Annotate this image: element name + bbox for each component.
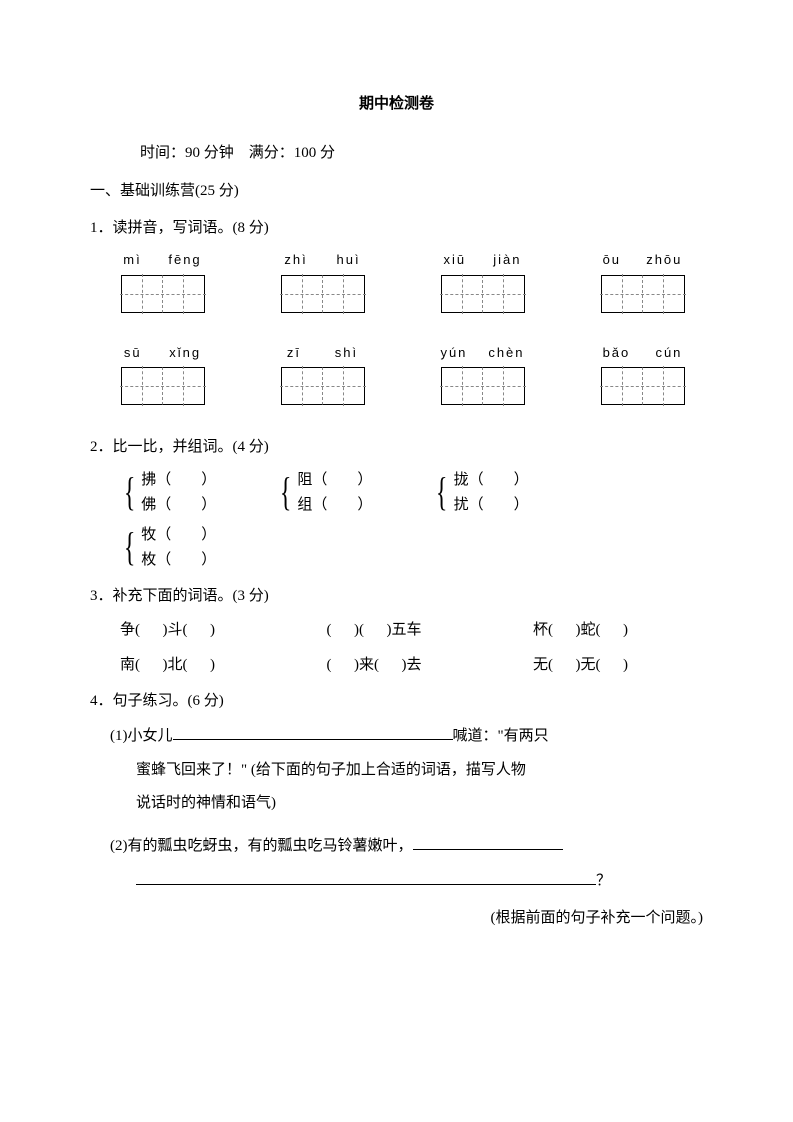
- question-2: 2．比一比，并组词。(4 分) { 拂（ ） 佛（ ） { 阻（ ） 组（ ）: [90, 433, 703, 574]
- brace-icon: {: [124, 523, 136, 574]
- q2-pair-a[interactable]: 阻（ ）: [297, 468, 372, 494]
- question-4: 4．句子练习。(6 分) (1)小女儿 喊道："有两只 蜜蜂飞回来了！" (给下面…: [90, 687, 703, 932]
- pinyin-cell: zhì huì: [270, 248, 375, 313]
- pinyin-cell: xiū jiàn: [430, 248, 535, 313]
- q2-pair-a[interactable]: 牧（ ）: [141, 523, 216, 549]
- idiom-blank[interactable]: 杯( )蛇( ): [533, 616, 703, 645]
- q4-sub-2: (2)有的瓢虫吃蚜虫，有的瓢虫吃马铃薯嫩叶， ？ (根据前面的句子补充一个问题。…: [110, 832, 703, 932]
- pinyin-label: zhì huì: [270, 248, 375, 273]
- tianzi-grid[interactable]: [601, 275, 685, 313]
- tianzi-grid[interactable]: [281, 275, 365, 313]
- q3-heading: 3．补充下面的词语。(3 分): [90, 582, 703, 611]
- pinyin-label: bǎo cún: [590, 341, 695, 366]
- idiom-blank[interactable]: ( )来( )去: [327, 651, 497, 680]
- question-mark: ？: [596, 873, 611, 889]
- idiom-blank[interactable]: 争( )斗( ): [120, 616, 290, 645]
- fill-blank[interactable]: [413, 835, 563, 850]
- brace-icon: {: [124, 468, 136, 519]
- pinyin-cell: yún chèn: [430, 341, 535, 406]
- full-score-value: 100 分: [294, 145, 335, 161]
- q2-pair-b[interactable]: 扰（ ）: [454, 493, 529, 519]
- idiom-blank[interactable]: 无( )无( ): [533, 651, 703, 680]
- pinyin-label: sū xǐng: [110, 341, 215, 366]
- q4s2-text: (2)有的瓢虫吃蚜虫，有的瓢虫吃马铃薯嫩叶，: [110, 838, 413, 854]
- q2-pair-a[interactable]: 拢（ ）: [454, 468, 529, 494]
- q4s1-prefix: (1)小女儿: [110, 728, 173, 744]
- q2-group: { 阻（ ） 组（ ）: [276, 468, 372, 519]
- tianzi-grid[interactable]: [441, 275, 525, 313]
- question-1: 1．读拼音，写词语。(8 分) mì fēng zhì huì xiū: [90, 214, 703, 406]
- time-label: 时间：: [140, 145, 185, 161]
- q1-pinyin-area: mì fēng zhì huì xiū jiàn: [90, 248, 703, 405]
- fill-blank[interactable]: [136, 870, 596, 885]
- q2-pair-b[interactable]: 组（ ）: [297, 493, 372, 519]
- tianzi-grid[interactable]: [441, 367, 525, 405]
- q2-pair-b[interactable]: 佛（ ）: [141, 493, 216, 519]
- q2-row-1: { 拂（ ） 佛（ ） { 阻（ ） 组（ ） { 拢（: [120, 468, 703, 519]
- pinyin-label: xiū jiàn: [430, 248, 535, 273]
- tianzi-grid[interactable]: [601, 367, 685, 405]
- q2-group: { 拂（ ） 佛（ ）: [120, 468, 216, 519]
- tianzi-grid[interactable]: [121, 367, 205, 405]
- q2-row-2: { 牧（ ） 枚（ ）: [120, 523, 703, 574]
- pinyin-label: mì fēng: [110, 248, 215, 273]
- q4s1-line2: 蜜蜂飞回来了！" (给下面的句子加上合适的词语，描写人物: [110, 754, 703, 787]
- pinyin-label: ōu zhōu: [590, 248, 695, 273]
- q3-row-2: 南( )北( ) ( )来( )去 无( )无( ): [120, 651, 703, 680]
- q3-row-1: 争( )斗( ) ( )( )五车 杯( )蛇( ): [120, 616, 703, 645]
- pinyin-label: yún chèn: [430, 341, 535, 366]
- q1-row-2: sū xǐng zī shì yún chèn: [110, 341, 703, 406]
- q2-heading: 2．比一比，并组词。(4 分): [90, 433, 703, 462]
- q4s1-line3: 说话时的神情和语气): [110, 787, 703, 820]
- q2-group: { 拢（ ） 扰（ ）: [432, 468, 528, 519]
- q4-heading: 4．句子练习。(6 分): [90, 687, 703, 716]
- exam-title: 期中检测卷: [90, 90, 703, 119]
- pinyin-label: zī shì: [270, 341, 375, 366]
- q2-group: { 牧（ ） 枚（ ）: [120, 523, 216, 574]
- q2-pair-a[interactable]: 拂（ ）: [141, 468, 216, 494]
- pinyin-cell: mì fēng: [110, 248, 215, 313]
- q4s2-note: (根据前面的句子补充一个问题。): [110, 904, 703, 933]
- fill-blank[interactable]: [173, 725, 453, 740]
- q2-pair-b[interactable]: 枚（ ）: [141, 548, 216, 574]
- idiom-blank[interactable]: ( )( )五车: [327, 616, 497, 645]
- time-value: 90 分钟: [185, 145, 234, 161]
- q1-row-1: mì fēng zhì huì xiū jiàn: [110, 248, 703, 313]
- question-3: 3．补充下面的词语。(3 分) 争( )斗( ) ( )( )五车 杯( )蛇(…: [90, 582, 703, 680]
- section-1-heading: 一、基础训练营(25 分): [90, 177, 703, 206]
- exam-meta: 时间：90 分钟 满分：100 分: [90, 139, 703, 168]
- tianzi-grid[interactable]: [121, 275, 205, 313]
- pinyin-cell: zī shì: [270, 341, 375, 406]
- pinyin-cell: ōu zhōu: [590, 248, 695, 313]
- q4-sub-1: (1)小女儿 喊道："有两只 蜜蜂飞回来了！" (给下面的句子加上合适的词语，描写…: [110, 722, 703, 821]
- tianzi-grid[interactable]: [281, 367, 365, 405]
- full-score-label: 满分：: [249, 145, 294, 161]
- pinyin-cell: sū xǐng: [110, 341, 215, 406]
- idiom-blank[interactable]: 南( )北( ): [120, 651, 290, 680]
- q4s1-after: 喊道："有两只: [453, 728, 549, 744]
- brace-icon: {: [436, 468, 448, 519]
- pinyin-cell: bǎo cún: [590, 341, 695, 406]
- brace-icon: {: [280, 468, 292, 519]
- q1-heading: 1．读拼音，写词语。(8 分): [90, 214, 703, 243]
